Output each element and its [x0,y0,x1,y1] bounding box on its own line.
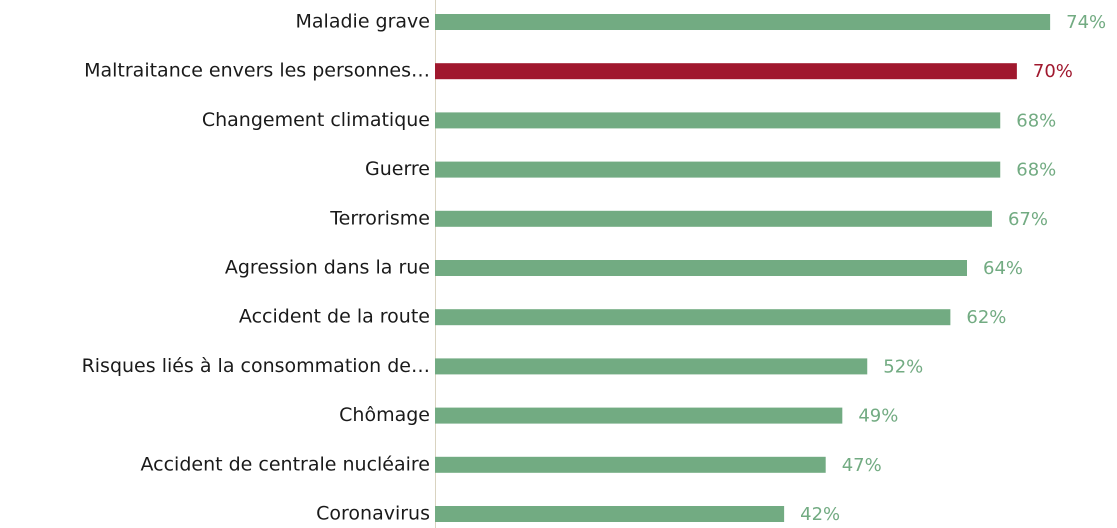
category-label: Changement climatique [202,109,430,131]
value-label: 62% [966,307,1006,328]
category-label: Coronavirus [316,503,430,525]
bar [435,112,1001,129]
category-label: Accident de centrale nucléaire [141,453,431,475]
category-label: Maladie grave [296,11,430,33]
bar [435,63,1017,80]
value-label: 64% [983,258,1023,279]
category-label: Chômage [339,404,430,426]
category-label: Risques liés à la consommation de… [82,355,430,377]
bar [435,14,1051,30]
value-label: 68% [1016,110,1056,131]
category-label: Accident de la route [239,306,430,328]
value-label: 47% [842,455,882,476]
bar [435,456,826,473]
bar [435,210,992,227]
bar [435,260,967,276]
value-label: 52% [883,356,923,377]
value-label: 49% [858,406,898,427]
bar [435,161,1001,178]
value-label: 70% [1033,61,1073,82]
bar [435,309,951,326]
value-label: 74% [1066,12,1106,33]
bar [435,407,843,424]
bar [435,358,868,375]
category-label: Terrorisme [329,207,430,229]
value-label: 67% [1008,209,1048,230]
category-label: Maltraitance envers les personnes… [84,60,430,82]
category-label: Guerre [365,158,430,180]
bar [435,506,785,522]
category-label: Agression dans la rue [225,257,430,279]
value-label: 42% [800,504,840,525]
value-label: 68% [1016,160,1056,181]
